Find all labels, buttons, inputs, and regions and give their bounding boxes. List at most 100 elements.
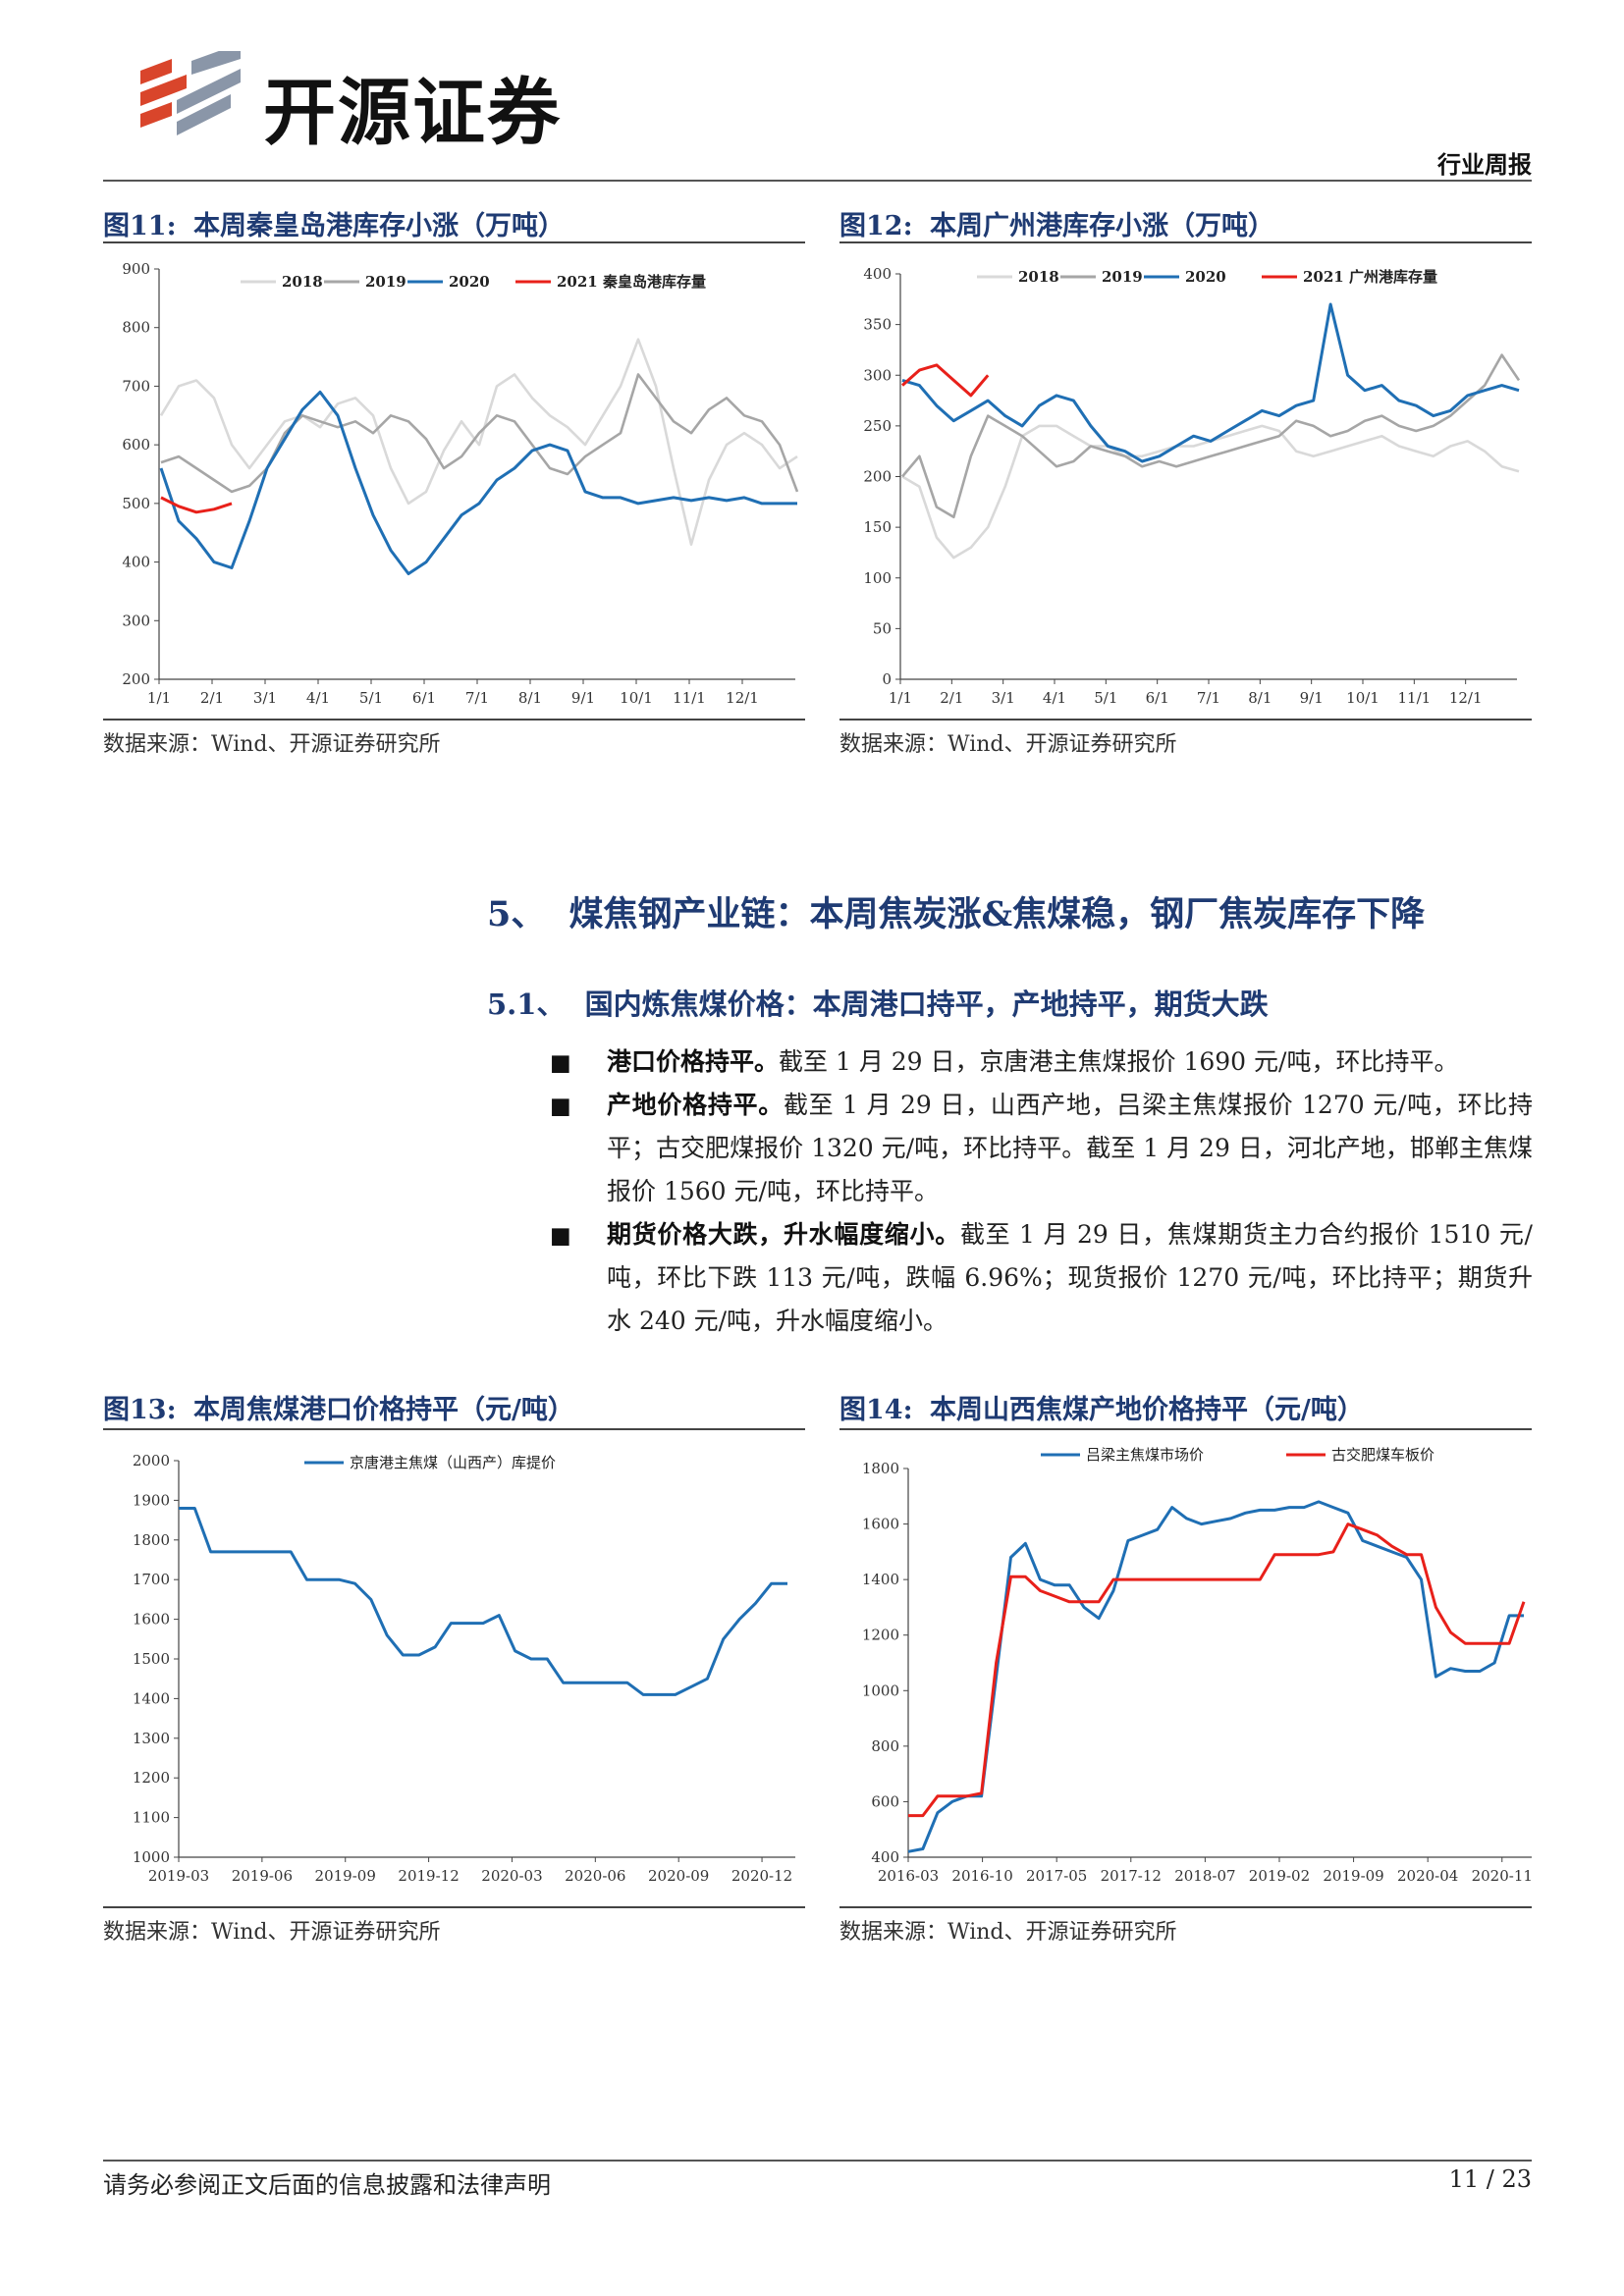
report-type: 行业周报 bbox=[1437, 150, 1532, 179]
y-tick-label: 1700 bbox=[133, 1571, 170, 1588]
fig13-source: 数据来源：Wind、开源证券研究所 bbox=[103, 1920, 441, 1945]
fig12-rule bbox=[839, 241, 1532, 243]
bullet-body: 截至 1 月 29 日，焦煤期货主力合约报价 1510 元/吨，环比下跌 113… bbox=[607, 1220, 1533, 1335]
company-name: 开源证券 bbox=[263, 71, 562, 155]
y-tick-label: 200 bbox=[122, 670, 150, 688]
y-tick-label: 2000 bbox=[133, 1452, 170, 1469]
x-tick-label: 9/1 bbox=[1300, 689, 1324, 707]
y-tick-label: 1100 bbox=[133, 1809, 170, 1827]
y-tick-label: 1500 bbox=[133, 1650, 170, 1668]
company-logo bbox=[140, 51, 241, 135]
series-line bbox=[901, 353, 1521, 519]
bullet-marker: ■ bbox=[550, 1223, 571, 1249]
x-tick-label: 2020-09 bbox=[648, 1867, 709, 1885]
series-line bbox=[179, 1507, 787, 1696]
legend-label: 2021 广州港库存量 bbox=[1303, 268, 1437, 286]
bullet-item: 港口价格持平。截至 1 月 29 日，京唐港主焦煤报价 1690 元/吨，环比持… bbox=[607, 1041, 1533, 1084]
x-tick-label: 8/1 bbox=[518, 689, 542, 707]
bullet-item: 期货价格大跌，升水幅度缩小。截至 1 月 29 日，焦煤期货主力合约报价 151… bbox=[607, 1213, 1533, 1343]
fig14-label: 图14: bbox=[839, 1395, 913, 1425]
x-tick-label: 2/1 bbox=[200, 689, 224, 707]
y-tick-label: 1300 bbox=[133, 1730, 170, 1747]
y-tick-label: 1600 bbox=[133, 1611, 170, 1629]
section-5-1-heading: 5.1、 国内炼焦煤价格：本周港口持平，产地持平，期货大跌 bbox=[487, 982, 1269, 1023]
x-tick-label: 1/1 bbox=[147, 689, 171, 707]
fig11-source: 数据来源：Wind、开源证券研究所 bbox=[103, 732, 441, 757]
y-tick-label: 1000 bbox=[133, 1848, 170, 1866]
legend-label: 2020 bbox=[1185, 268, 1226, 286]
fig13-label: 图13: bbox=[103, 1395, 177, 1425]
x-tick-label: 11/1 bbox=[673, 689, 706, 707]
y-tick-label: 1400 bbox=[133, 1689, 170, 1707]
fig12-label: 图12: bbox=[839, 211, 913, 241]
x-tick-label: 5/1 bbox=[1094, 689, 1117, 707]
fig11-chart: 200 300 400 500 600 700 800 900 1/1 2/1 3/1 4/1 5/1 6… bbox=[122, 260, 799, 707]
y-tick-label: 250 bbox=[863, 417, 892, 435]
legend-label: 2018 bbox=[1018, 268, 1059, 286]
y-tick-label: 1200 bbox=[862, 1627, 899, 1644]
legend-label: 古交肥煤车板价 bbox=[1331, 1446, 1435, 1464]
bullet-marker: ■ bbox=[550, 1094, 571, 1119]
fig12-chart: 0 50 100 150 200 250 300 350 400 1/1 2/1 3/1 4/1 5/1 6… bbox=[863, 265, 1521, 707]
x-tick-label: 6/1 bbox=[412, 689, 436, 707]
fig14-caption: 本周山西焦煤产地价格持平（元/吨） bbox=[929, 1395, 1364, 1425]
series-line bbox=[901, 363, 990, 398]
series-line bbox=[901, 424, 1520, 560]
x-tick-label: 11/1 bbox=[1397, 689, 1431, 707]
fig12-caption: 本周广州港库存小涨（万吨） bbox=[929, 211, 1274, 241]
y-tick-label: 400 bbox=[863, 265, 892, 283]
fig14-source: 数据来源：Wind、开源证券研究所 bbox=[839, 1920, 1177, 1945]
fig14-rule bbox=[839, 1428, 1532, 1430]
x-tick-label: 3/1 bbox=[253, 689, 277, 707]
x-tick-label: 12/1 bbox=[726, 689, 759, 707]
x-tick-label: 5/1 bbox=[359, 689, 383, 707]
fig14-bottom-rule bbox=[839, 1906, 1532, 1908]
fig11-rule bbox=[103, 241, 805, 243]
fig13-bottom-rule bbox=[103, 1906, 805, 1908]
legend-label: 吕梁主焦煤市场价 bbox=[1086, 1446, 1204, 1464]
series-line bbox=[159, 338, 798, 547]
fig13-rule bbox=[103, 1428, 805, 1430]
fig12-bottom-rule bbox=[839, 719, 1532, 721]
y-tick-label: 300 bbox=[863, 366, 892, 384]
section-5-1-number: 5.1、 bbox=[487, 988, 566, 1021]
fig11-bottom-rule bbox=[103, 719, 805, 721]
x-tick-label: 2016-03 bbox=[878, 1867, 939, 1885]
bullet-item: 产地价格持平。截至 1 月 29 日，山西产地，吕梁主焦煤报价 1270 元/吨… bbox=[607, 1084, 1533, 1213]
x-tick-label: 2018-07 bbox=[1174, 1867, 1235, 1885]
y-tick-label: 100 bbox=[863, 569, 892, 587]
y-tick-label: 1900 bbox=[133, 1491, 170, 1509]
x-tick-label: 4/1 bbox=[306, 689, 330, 707]
y-tick-label: 500 bbox=[122, 495, 150, 512]
legend-label: 2018 bbox=[282, 273, 323, 291]
x-tick-label: 2017-05 bbox=[1026, 1867, 1087, 1885]
bullet-head: 期货价格大跌，升水幅度缩小。 bbox=[607, 1220, 960, 1249]
x-tick-label: 12/1 bbox=[1449, 689, 1483, 707]
series-line bbox=[908, 1522, 1526, 1818]
legend-label: 2019 bbox=[365, 273, 406, 291]
legend-label: 2020 bbox=[449, 273, 490, 291]
x-tick-label: 6/1 bbox=[1146, 689, 1169, 707]
y-tick-label: 700 bbox=[122, 377, 150, 395]
y-tick-label: 600 bbox=[871, 1792, 899, 1810]
x-tick-label: 4/1 bbox=[1043, 689, 1066, 707]
fig14-title: 图14: 本周山西焦煤产地价格持平（元/吨） bbox=[839, 1388, 1364, 1426]
fig14-chart: 400 600 800 1000 1200 1400 1600 1800 2016-03 2016… bbox=[862, 1446, 1532, 1885]
x-tick-label: 2019-02 bbox=[1249, 1867, 1310, 1885]
x-tick-label: 2020-03 bbox=[481, 1867, 542, 1885]
y-tick-label: 50 bbox=[873, 619, 892, 637]
y-tick-label: 400 bbox=[871, 1848, 899, 1866]
series-line bbox=[160, 373, 799, 494]
y-tick-label: 1200 bbox=[133, 1769, 170, 1787]
series-line bbox=[160, 496, 233, 514]
section-5-number: 5、 bbox=[487, 894, 546, 934]
footer-disclaimer: 请务必参阅正文后面的信息披露和法律声明 bbox=[103, 2171, 551, 2199]
footer-divider bbox=[103, 2160, 1532, 2162]
fig12-source: 数据来源：Wind、开源证券研究所 bbox=[839, 732, 1177, 757]
x-tick-label: 2/1 bbox=[940, 689, 963, 707]
series-line bbox=[901, 302, 1520, 463]
y-tick-label: 600 bbox=[122, 436, 150, 454]
x-tick-label: 7/1 bbox=[465, 689, 489, 707]
fig12-title: 图12: 本周广州港库存小涨（万吨） bbox=[839, 204, 1274, 242]
x-tick-label: 2020-06 bbox=[565, 1867, 625, 1885]
